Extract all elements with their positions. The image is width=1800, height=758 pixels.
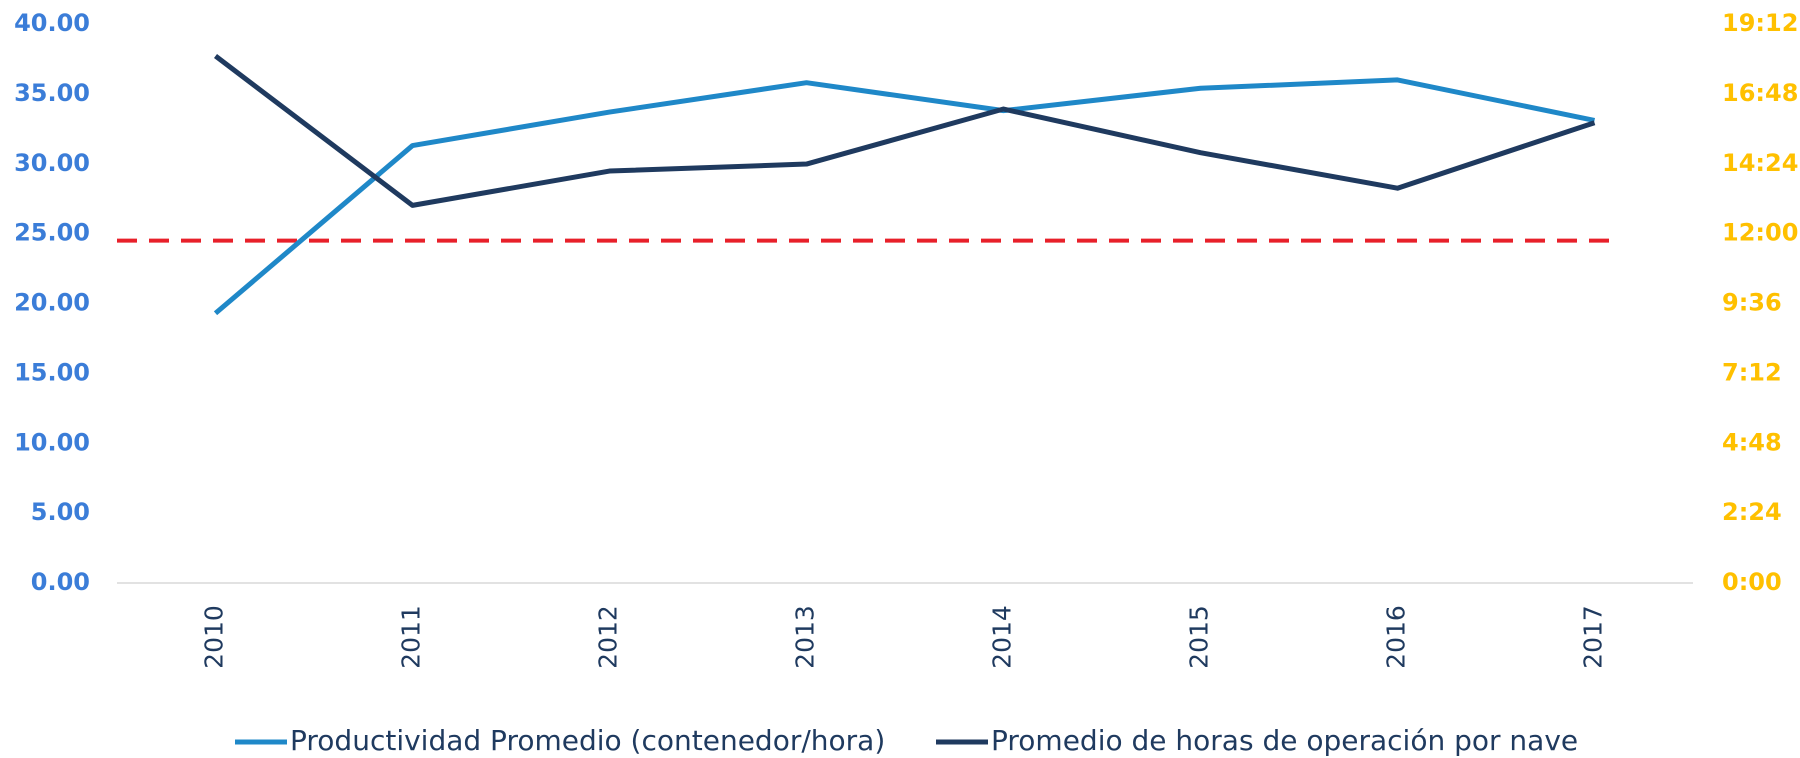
- y-tick-label: 10.00: [14, 428, 90, 456]
- y-tick-label: 5.00: [31, 498, 90, 526]
- legend-label: Promedio de horas de operación por nave: [991, 724, 1578, 757]
- y2-tick-label: 19:12: [1722, 9, 1798, 37]
- x-tick-label: 2015: [1185, 605, 1214, 669]
- y-tick-label: 40.00: [14, 9, 90, 37]
- x-tick-label: 2010: [200, 605, 229, 669]
- y-tick-label: 35.00: [14, 79, 90, 107]
- y-tick-label: 0.00: [31, 568, 90, 596]
- y2-tick-label: 4:48: [1722, 428, 1782, 456]
- x-tick-label: 2012: [594, 605, 623, 669]
- x-tick-label: 2017: [1579, 605, 1608, 669]
- y2-tick-label: 7:12: [1722, 358, 1782, 386]
- y2-tick-label: 9:36: [1722, 289, 1782, 317]
- y-tick-label: 20.00: [14, 289, 90, 317]
- x-tick-label: 2011: [397, 605, 426, 669]
- x-tick-label: 2014: [988, 605, 1017, 669]
- x-tick-label: 2016: [1382, 605, 1411, 669]
- x-tick-label: 2013: [791, 605, 820, 669]
- y-tick-label: 15.00: [14, 358, 90, 386]
- series-line: [213, 54, 1596, 208]
- y2-tick-label: 14:24: [1722, 149, 1798, 177]
- series-line: [213, 77, 1596, 316]
- legend-label: Productividad Promedio (contenedor/hora): [290, 724, 885, 757]
- y-tick-label: 30.00: [14, 149, 90, 177]
- y-tick-label: 25.00: [14, 219, 90, 247]
- y2-tick-label: 16:48: [1722, 79, 1798, 107]
- y2-tick-label: 2:24: [1722, 498, 1782, 526]
- y2-tick-label: 12:00: [1722, 219, 1798, 247]
- y2-tick-label: 0:00: [1722, 568, 1782, 596]
